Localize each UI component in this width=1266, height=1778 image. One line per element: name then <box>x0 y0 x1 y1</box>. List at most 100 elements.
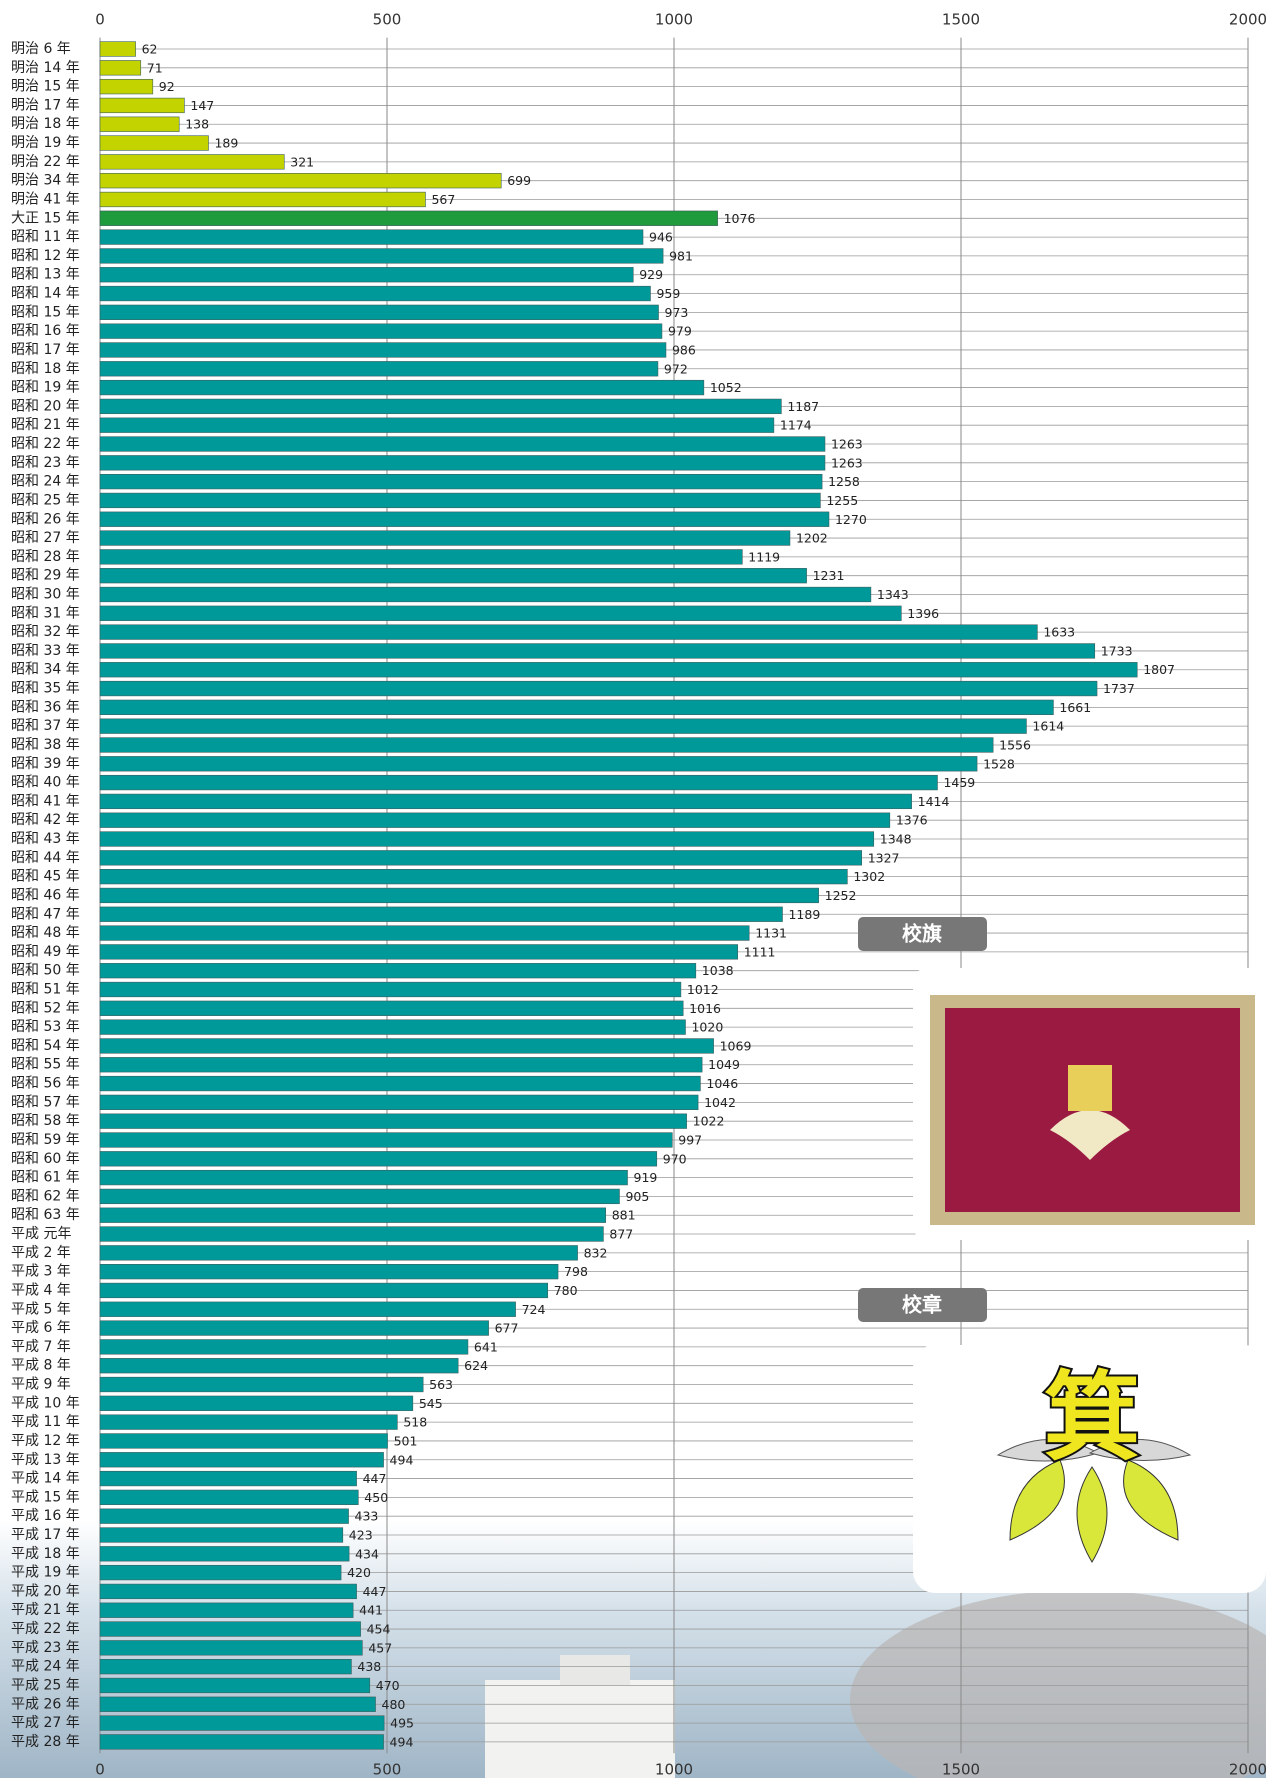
bar <box>100 1246 578 1261</box>
x-tick-label: 2000 <box>1229 1761 1266 1778</box>
value-label: 1189 <box>788 907 820 922</box>
x-tick-label: 1500 <box>942 1761 980 1778</box>
value-label: 433 <box>355 1509 379 1524</box>
value-label: 905 <box>625 1189 649 1204</box>
category-label: 平成 20 年 <box>11 1583 80 1599</box>
bar <box>100 1641 362 1656</box>
value-label: 147 <box>190 98 214 113</box>
category-label: 昭和 29 年 <box>11 568 80 584</box>
bar <box>100 832 874 847</box>
category-label: 平成 21 年 <box>11 1602 80 1618</box>
category-label: 昭和 51 年 <box>11 982 80 998</box>
category-label: 明治 22 年 <box>11 154 80 170</box>
category-label: 昭和 31 年 <box>11 605 80 621</box>
value-label: 1633 <box>1043 625 1075 640</box>
category-label: 昭和 33 年 <box>11 643 80 659</box>
x-tick-label: 500 <box>373 1761 402 1778</box>
bar <box>100 1509 349 1524</box>
value-label: 1258 <box>828 474 860 489</box>
category-label: 昭和 26 年 <box>11 511 80 527</box>
bar <box>100 173 501 188</box>
bar <box>100 606 901 621</box>
value-label: 321 <box>290 154 314 169</box>
bar <box>100 1321 489 1336</box>
value-label: 1119 <box>748 549 780 564</box>
bar <box>100 324 662 339</box>
bar <box>100 192 425 207</box>
category-label: 昭和 46 年 <box>11 887 80 903</box>
bar <box>100 813 890 828</box>
flag-emblem-char <box>1068 1065 1112 1111</box>
value-label: 494 <box>390 1734 414 1749</box>
page: 00500500100010001500150020002000 明治 6 年6… <box>0 0 1266 1778</box>
category-label: 昭和 62 年 <box>11 1188 80 1204</box>
category-label: 昭和 23 年 <box>11 455 80 471</box>
bar <box>100 1001 683 1016</box>
bar <box>100 1622 361 1637</box>
category-label: 昭和 41 年 <box>11 793 80 809</box>
x-tick-label: 1500 <box>942 11 980 29</box>
value-label: 1076 <box>724 211 756 226</box>
category-label: 昭和 45 年 <box>11 869 80 885</box>
value-label: 518 <box>403 1415 427 1430</box>
bar <box>100 982 681 997</box>
value-label: 798 <box>564 1264 588 1279</box>
value-label: 1376 <box>896 813 928 828</box>
bar <box>100 418 774 433</box>
bar <box>100 1546 349 1561</box>
value-label: 447 <box>363 1584 387 1599</box>
bar <box>100 531 790 546</box>
category-label: 昭和 13 年 <box>11 267 80 283</box>
category-label: 昭和 63 年 <box>11 1207 80 1223</box>
bar <box>100 1396 413 1411</box>
value-label: 1614 <box>1032 719 1064 734</box>
x-tick-label: 2000 <box>1229 11 1266 29</box>
category-label: 昭和 34 年 <box>11 662 80 678</box>
value-label: 641 <box>474 1339 498 1354</box>
value-label: 138 <box>185 117 209 132</box>
bar <box>100 625 1037 640</box>
value-label: 1733 <box>1101 643 1133 658</box>
category-label: 平成 8 年 <box>11 1358 71 1374</box>
value-label: 62 <box>142 42 158 57</box>
bar <box>100 1170 628 1185</box>
value-label: 972 <box>664 361 688 376</box>
value-label: 1042 <box>704 1095 736 1110</box>
category-label: 昭和 54 年 <box>11 1038 80 1054</box>
bar <box>100 136 208 151</box>
bar <box>100 98 184 113</box>
value-label: 1252 <box>825 888 857 903</box>
category-label: 昭和 36 年 <box>11 699 80 715</box>
bar <box>100 1227 603 1242</box>
category-label: 昭和 15 年 <box>11 304 80 320</box>
building <box>485 1680 675 1778</box>
category-label: 昭和 21 年 <box>11 417 80 433</box>
bar <box>100 1095 698 1110</box>
category-label: 昭和 57 年 <box>11 1094 80 1110</box>
value-label: 457 <box>368 1640 392 1655</box>
value-label: 1255 <box>826 493 858 508</box>
value-label: 434 <box>355 1546 379 1561</box>
bar <box>100 907 782 922</box>
category-label: 昭和 53 年 <box>11 1019 80 1035</box>
category-label: 昭和 27 年 <box>11 530 80 546</box>
bar <box>100 79 153 94</box>
category-label: 昭和 12 年 <box>11 248 80 264</box>
bar <box>100 1020 685 1035</box>
bar <box>100 361 658 376</box>
bar <box>100 267 633 282</box>
bar <box>100 1189 619 1204</box>
value-label: 929 <box>639 267 663 282</box>
bar <box>100 850 862 865</box>
category-label: 平成 25 年 <box>11 1677 80 1693</box>
bar <box>100 1490 358 1505</box>
value-label: 494 <box>390 1452 414 1467</box>
bar <box>100 117 179 132</box>
category-label: 昭和 20 年 <box>11 398 80 414</box>
category-label: 昭和 39 年 <box>11 756 80 772</box>
category-label: 昭和 42 年 <box>11 812 80 828</box>
value-label: 1528 <box>983 756 1015 771</box>
bar <box>100 963 696 978</box>
value-label: 832 <box>584 1245 608 1260</box>
value-label: 1270 <box>835 512 867 527</box>
